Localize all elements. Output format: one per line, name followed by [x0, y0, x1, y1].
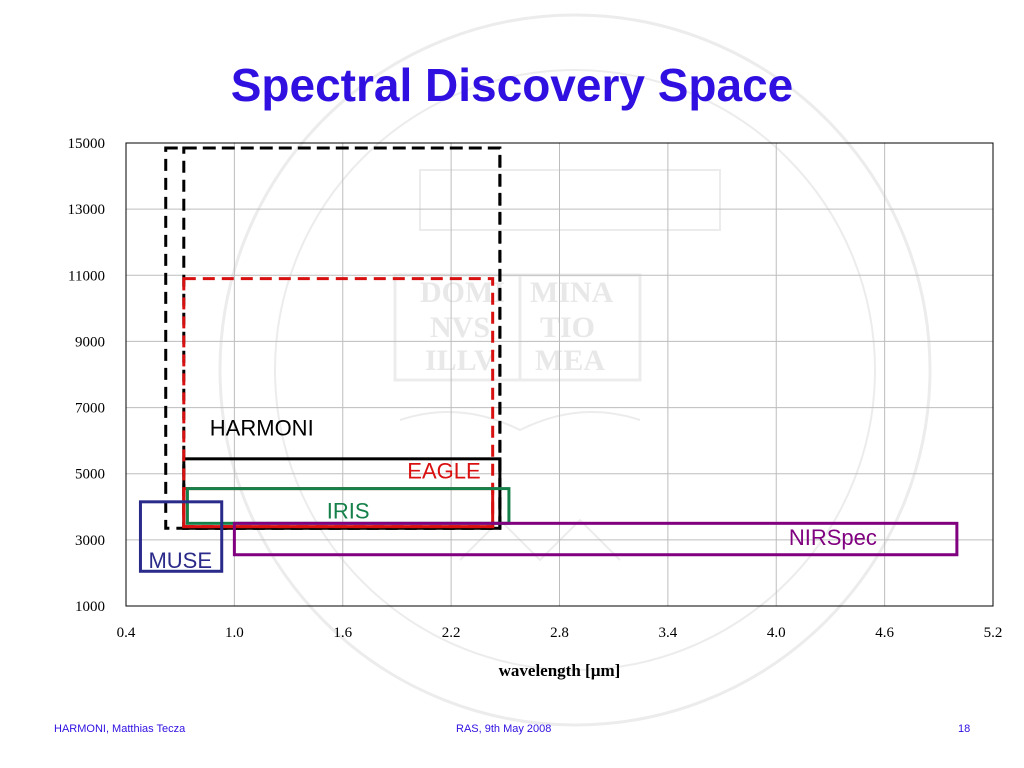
region-label-iris: IRIS: [327, 498, 370, 523]
y-tick-label: 7000: [75, 401, 105, 417]
x-tick-label: 2.8: [550, 625, 569, 641]
region-label-eagle: EAGLE: [407, 459, 480, 484]
university-of-oxford-seal-icon: [218, 13, 932, 727]
y-tick-label: 15000: [68, 136, 106, 152]
x-tick-label: 0.4: [117, 625, 136, 641]
motto-line: DOMI: [420, 276, 505, 309]
region-label-muse: MUSE: [148, 548, 212, 573]
region-label-harmoni: HARMONI: [210, 416, 314, 441]
seal-motto: DOMI NVS ILLV MINA TIO MEA: [420, 276, 614, 377]
motto-line: ILLV: [425, 344, 496, 377]
page-number: 18: [958, 723, 971, 735]
x-tick-label: 5.2: [984, 625, 1003, 641]
footer-event: RAS, 9th May 2008: [456, 723, 552, 735]
x-tick-label: 2.2: [442, 625, 461, 641]
motto-line: TIO: [540, 311, 595, 344]
y-tick-labels: 1000 3000 5000 7000 9000 11000 13000 15000: [68, 136, 106, 615]
region-muse-box: [138, 500, 224, 573]
plot-frame: [125, 142, 994, 607]
x-axis-label: wavelength [µm]: [499, 661, 621, 680]
y-tick-label: 11000: [68, 268, 105, 284]
slide-title: Spectral Discovery Space: [230, 59, 794, 111]
x-tick-label: 1.0: [225, 625, 244, 641]
motto-line: MEA: [535, 344, 605, 377]
motto-line: MINA: [530, 276, 614, 309]
region-nirspec-box: [232, 521, 959, 557]
x-tick-labels: 0.4 1.0 1.6 2.2 2.8 3.4 4.0 4.6 5.2: [117, 625, 1003, 641]
y-tick-label: 1000: [75, 599, 105, 615]
x-tick-label: 1.6: [333, 625, 352, 641]
y-tick-label: 5000: [75, 467, 105, 483]
region-label-nirspec: NIRSpec: [789, 525, 877, 550]
x-tick-label: 3.4: [659, 625, 678, 641]
footer-author: HARMONI, Matthias Tecza: [54, 723, 186, 735]
x-tick-label: 4.6: [875, 625, 894, 641]
chart-regions: HARMONI EAGLE IRIS NIRSpec MUSE: [138, 146, 959, 573]
motto-line: NVS: [430, 311, 490, 344]
y-tick-label: 9000: [75, 334, 105, 350]
y-tick-label: 13000: [68, 202, 106, 218]
x-tick-label: 4.0: [767, 625, 786, 641]
y-tick-label: 3000: [75, 533, 105, 549]
